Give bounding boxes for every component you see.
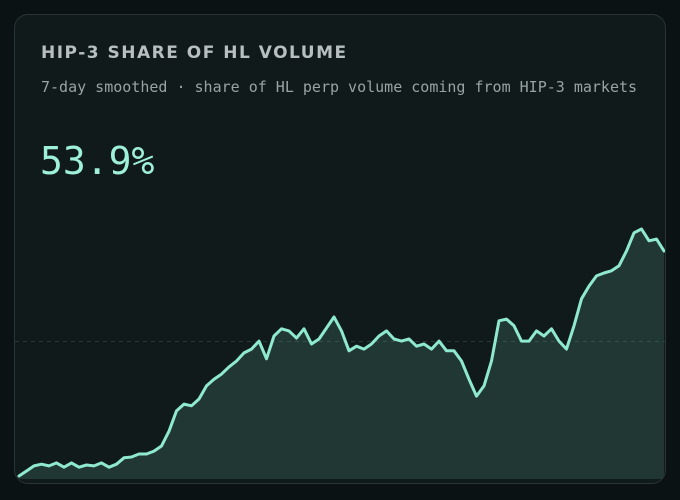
chart-title: HIP-3 SHARE OF HL VOLUME [41, 43, 348, 63]
line [17, 227, 665, 478]
headline-value: 53.9% [40, 139, 155, 183]
card: HIP-3 SHARE OF HL VOLUME 7-day smoothed … [14, 14, 666, 484]
chart-subtitle: 7-day smoothed · share of HL perp volume… [41, 78, 638, 96]
chart [15, 227, 665, 479]
area-fill [19, 229, 664, 479]
